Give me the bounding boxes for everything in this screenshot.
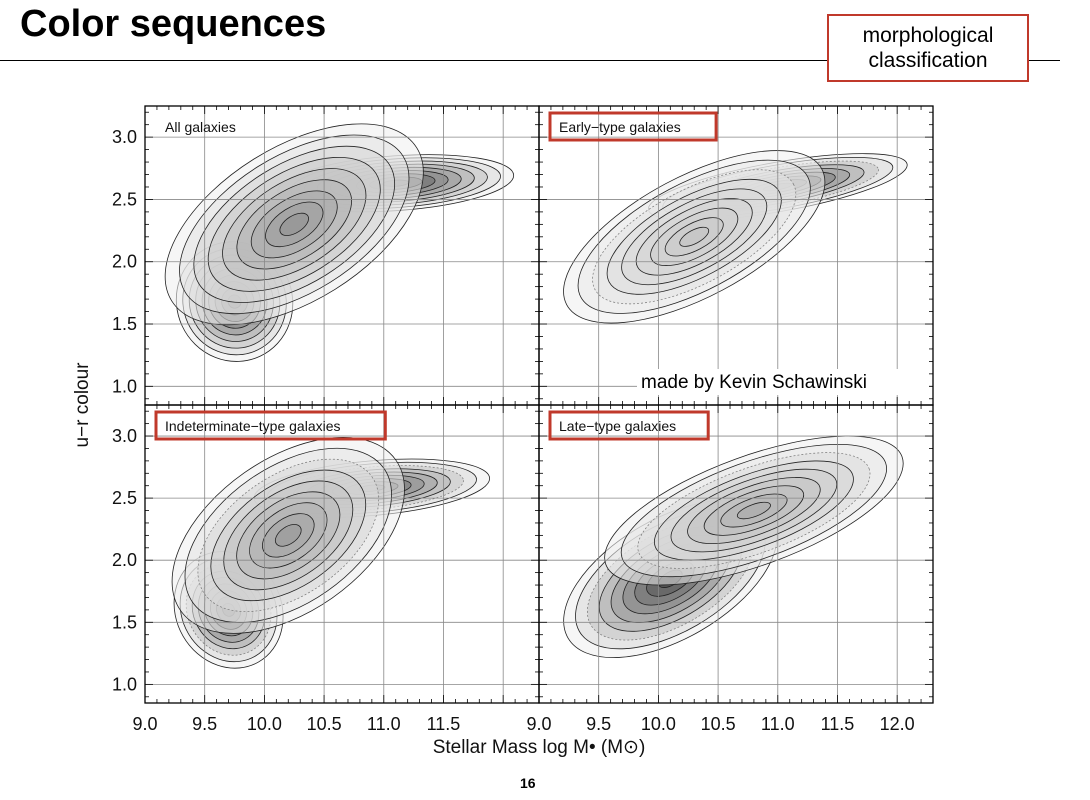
y-tick-label: 3.0: [112, 426, 137, 446]
x-tick-label: 11.0: [367, 714, 401, 734]
y-tick-label: 1.5: [112, 612, 137, 632]
tick-marks: [538, 106, 934, 405]
panel-2: Early−type galaxies: [538, 105, 934, 406]
panel-3: Indeterminate−type galaxies: [144, 404, 540, 704]
panel-title: Indeterminate−type galaxies: [165, 418, 341, 434]
credit-backing: [637, 369, 929, 395]
x-tick-label: 10.0: [247, 714, 282, 734]
y-tick-label: 2.5: [112, 189, 137, 209]
callout-text: morphological classification: [862, 24, 994, 72]
y-axis-label: u−r colour: [72, 362, 93, 448]
contour-level: [274, 524, 302, 547]
x-axis-label: Stellar Mass log M• (M⊙): [433, 737, 646, 758]
slide-title: Color sequences: [20, 3, 327, 45]
y-tick-label: 3.0: [112, 127, 137, 147]
x-tick-label: 10.0: [641, 714, 676, 734]
contour-layer: [164, 123, 515, 362]
panel-frame: [538, 404, 934, 704]
contour-level: [679, 226, 710, 247]
tick-marks: [144, 106, 540, 405]
y-tick-label: 2.5: [112, 488, 137, 508]
x-tick-label: 12.0: [880, 714, 915, 734]
grid: [145, 106, 539, 405]
panel-title: Late−type galaxies: [559, 418, 676, 434]
morphology-callout: morphological classification: [827, 14, 1029, 82]
panel-title-highlight: [548, 111, 718, 142]
x-tick-label: 9.5: [586, 714, 611, 734]
page-number: 16: [520, 775, 536, 791]
tick-marks: [144, 405, 540, 703]
panel-4: Late−type galaxies: [538, 404, 934, 704]
grid: [539, 106, 933, 405]
grid: [539, 405, 933, 703]
x-tick-label: 10.5: [307, 714, 342, 734]
x-tick-label: 11.5: [427, 714, 461, 734]
x-tick-label: 9.5: [192, 714, 217, 734]
contour-layer: [563, 435, 904, 658]
credit-annotation: made by Kevin Schawinski: [641, 372, 867, 393]
x-tick-label: 11.5: [821, 714, 855, 734]
contour-layer: [563, 150, 908, 324]
y-tick-label: 1.0: [112, 674, 137, 694]
title-divider: [0, 60, 1060, 61]
panel-title-highlight: [548, 410, 710, 441]
tick-marks: [538, 405, 934, 703]
y-tick-label: 1.5: [112, 314, 137, 334]
panel-1: All galaxies: [144, 105, 540, 406]
x-tick-label: 9.0: [526, 714, 551, 734]
x-tick-label: 11.0: [761, 714, 795, 734]
panel-title: Early−type galaxies: [559, 119, 681, 135]
contour-level: [279, 212, 309, 236]
x-tick-label: 10.5: [701, 714, 736, 734]
y-tick-label: 1.0: [112, 376, 137, 396]
x-tick-label: 9.0: [132, 714, 157, 734]
panel-title: All galaxies: [165, 119, 236, 135]
y-tick-label: 2.0: [112, 550, 137, 570]
contour-level: [736, 501, 771, 520]
contour-layer: [171, 436, 491, 669]
y-tick-label: 2.0: [112, 252, 137, 272]
grid: [145, 405, 539, 703]
panel-title-highlight: [154, 410, 387, 441]
